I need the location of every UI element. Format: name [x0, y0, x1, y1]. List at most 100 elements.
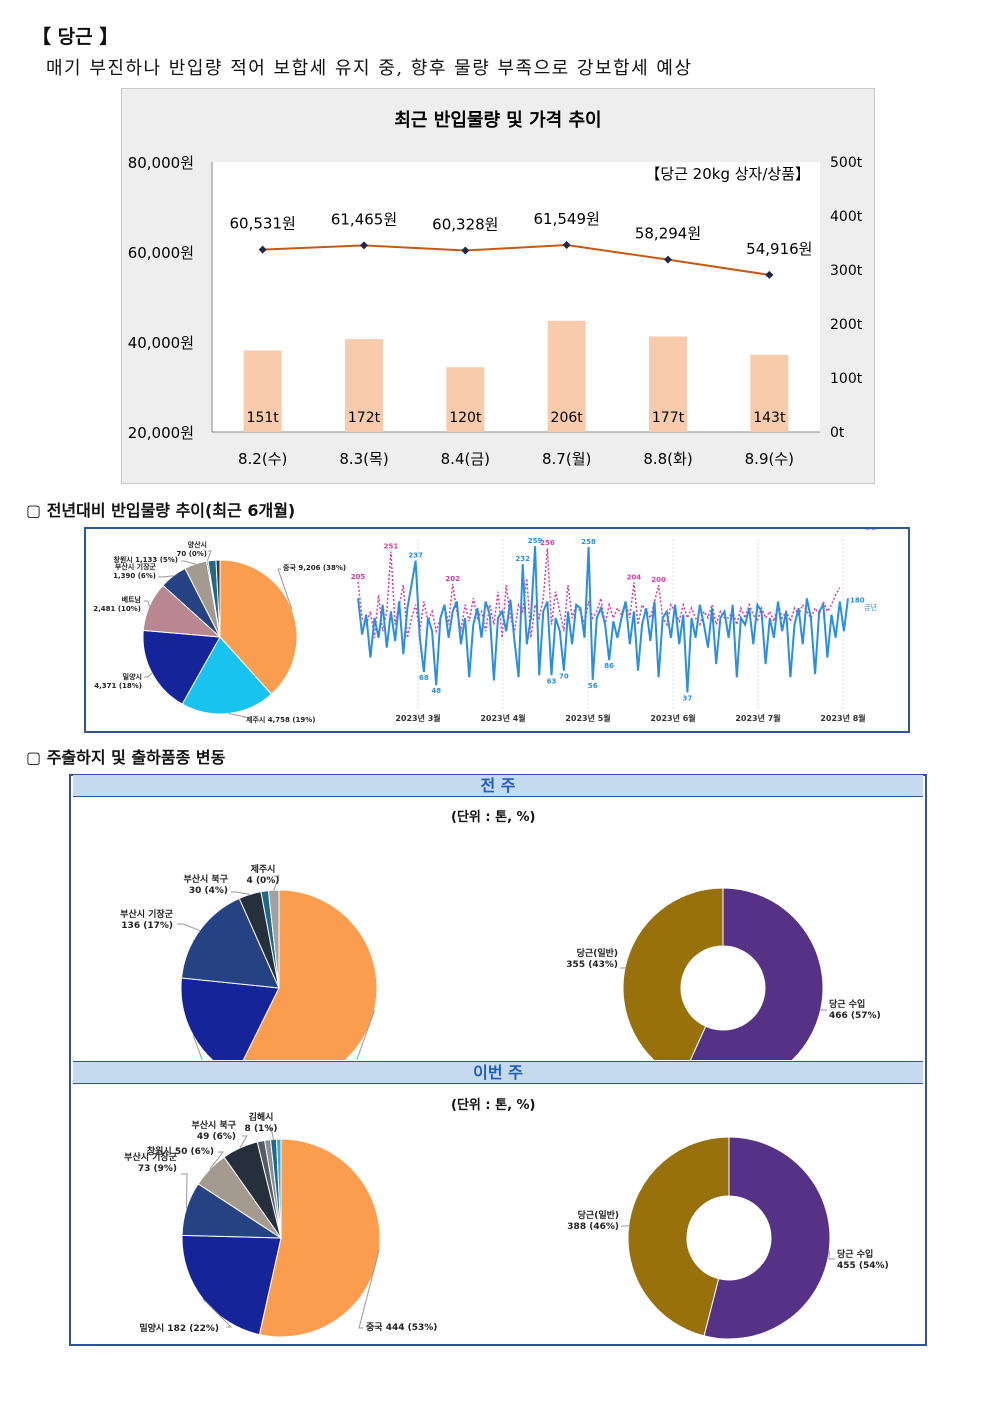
trend-this-label: 37: [683, 694, 693, 702]
this-variety-label: 당근 수입: [837, 1248, 873, 1260]
weekly-panel: 전 주 (단위 : 톤, %) 중국 466 (57%)밀양시 157 (19%…: [69, 774, 927, 1346]
x-tick-label: 8.4(금): [441, 450, 490, 468]
right-tick-label: 0t: [830, 425, 845, 441]
this-week-band: 이번 주: [73, 1061, 923, 1084]
pie6m-leader: [144, 600, 150, 607]
price-label: 61,465원: [331, 210, 397, 228]
trend-this-label: 68: [419, 674, 429, 682]
shipping-section-title: ▢ 주출하지 및 출하품종 변동: [26, 748, 226, 767]
this-variety-slice: [703, 1136, 831, 1340]
pie6m-label: 2,481 (10%): [93, 605, 141, 613]
volume-bar-label: 151t: [247, 410, 280, 426]
this-origin-label: 부산시 북구: [191, 1119, 236, 1131]
left-tick-label: 20,000원: [128, 424, 194, 442]
pie6m-slice: [219, 559, 298, 695]
volume-bar: [547, 320, 586, 432]
six-month-section-title: ▢ 전년대비 반입물량 추이(최근 6개월): [26, 501, 296, 520]
this-variety-label: 388 (46%): [567, 1222, 619, 1232]
prev-origin-leader: [192, 1035, 203, 1060]
volume-bar-label: 177t: [652, 410, 685, 426]
trend-prev-label: 204: [627, 573, 642, 581]
this-origin-leader: [181, 1173, 188, 1209]
pie6m-label: 베트남: [122, 595, 142, 604]
this-variety-label: 당근(일반): [578, 1209, 619, 1221]
prev-week-band: 전 주: [73, 774, 923, 797]
trend-this-end-label: 180: [850, 596, 865, 604]
trend-x-tick: 2023년 6월: [650, 713, 695, 723]
this-origin-label: 중국 444 (53%): [366, 1322, 437, 1333]
volume-bar: [345, 339, 383, 432]
this-origin-leader: [202, 1298, 233, 1328]
this-variety-leader: [621, 1224, 629, 1227]
trend-this-label: 258: [581, 538, 596, 546]
pie6m-leader: [277, 568, 293, 610]
prev-origin-leader: [231, 891, 250, 895]
trend-this-label: 237: [408, 552, 423, 560]
x-tick-label: 8.9(수): [745, 450, 794, 468]
pie6m-label: 제주시 4,758 (19%): [246, 715, 316, 724]
left-tick-label: 80,000원: [128, 154, 194, 172]
trend-legend-prev: 전년: [864, 529, 877, 531]
price-marker: [258, 245, 267, 254]
trend-prev-end-label: 196: [852, 529, 867, 531]
trend-prev-label: 200: [651, 576, 666, 584]
plot-area: [212, 162, 820, 432]
this-origin-label: 73 (9%): [138, 1164, 177, 1174]
trend-x-tick: 2023년 3월: [395, 713, 440, 723]
volume-bar-label: 120t: [449, 410, 482, 426]
prev-week-unit: (단위 : 톤, %): [451, 810, 536, 825]
prev-origin-leader: [177, 923, 200, 931]
this-variety-label: 455 (54%): [837, 1261, 889, 1271]
trend-prev-label: 205: [351, 573, 366, 581]
x-tick-label: 8.8(화): [643, 450, 692, 468]
x-tick-label: 8.7(월): [542, 450, 591, 468]
this-origin-leader: [358, 1248, 380, 1329]
right-tick-label: 100t: [830, 371, 863, 387]
price-marker: [360, 241, 368, 250]
prev-origin-label: 부산시 북구: [183, 873, 228, 885]
trend-this-line: [357, 546, 849, 693]
this-origin-leader: [239, 1135, 248, 1149]
trend-this-label: 259: [528, 537, 543, 545]
pie6m-leader: [158, 575, 174, 578]
price-label: 61,549원: [534, 210, 600, 228]
prev-variety-leader: [820, 1008, 827, 1011]
left-tick-label: 60,000원: [128, 244, 194, 262]
this-variety-leader: [828, 1250, 835, 1260]
trend-this-label: 86: [604, 662, 614, 670]
prev-origin-slice: [267, 889, 280, 989]
left-tick-label: 40,000원: [128, 334, 194, 352]
chart-title: 최근 반입물량 및 가격 추이: [394, 109, 601, 131]
pie6m-label: 1,390 (6%): [113, 572, 156, 580]
page-subtitle: 매기 부진하나 반입량 적어 보합세 유지 중, 향후 물량 부족으로 강보합세…: [46, 58, 693, 79]
prev-origin-label: 제주시: [251, 863, 276, 875]
pie6m-label: 창원시 1,133 (5%): [113, 555, 178, 564]
volume-bar: [446, 367, 485, 432]
trend-x-tick: 2023년 8월: [820, 713, 865, 723]
price-label: 58,294원: [635, 225, 701, 243]
volume-trend-chart: 2023년 3월 2023년 4월 2023년 5월 2023년 6월 2023년 7월…: [351, 529, 877, 723]
x-tick-label: 8.3(목): [339, 450, 388, 468]
this-origin-label: 49 (6%): [197, 1132, 236, 1142]
page-title: 【 당근 】: [32, 26, 119, 48]
this-origin-leader: [209, 1151, 225, 1170]
price-volume-chart: 최근 반입물량 및 가격 추이 0t 100t 200t 300t 400t 500t 20,…: [121, 88, 875, 484]
prev-origin-slice: [180, 897, 280, 989]
trend-this-label: 70: [559, 673, 569, 681]
six-month-panel: 중국 9,206 (38%) 제주시 4,758 (19%) 밀양시 4,371 (1…: [84, 527, 910, 733]
pie6m-slice: [215, 559, 221, 638]
pie6m-label: 양산시: [188, 540, 207, 549]
pie6m-leader: [228, 713, 247, 718]
pie6m-slice: [142, 629, 221, 705]
prev-variety-label: 당근(일반): [577, 947, 618, 959]
right-tick-label: 200t: [830, 317, 863, 333]
trend-x-tick: 2023년 5월: [565, 713, 610, 723]
pie6m-leader: [181, 560, 196, 565]
right-tick-label: 400t: [830, 209, 863, 225]
price-marker: [461, 246, 470, 255]
price-volume-svg: 최근 반입물량 및 가격 추이 0t 100t 200t 300t 400t 500t 20,…: [128, 109, 863, 468]
price-marker: [562, 241, 571, 250]
